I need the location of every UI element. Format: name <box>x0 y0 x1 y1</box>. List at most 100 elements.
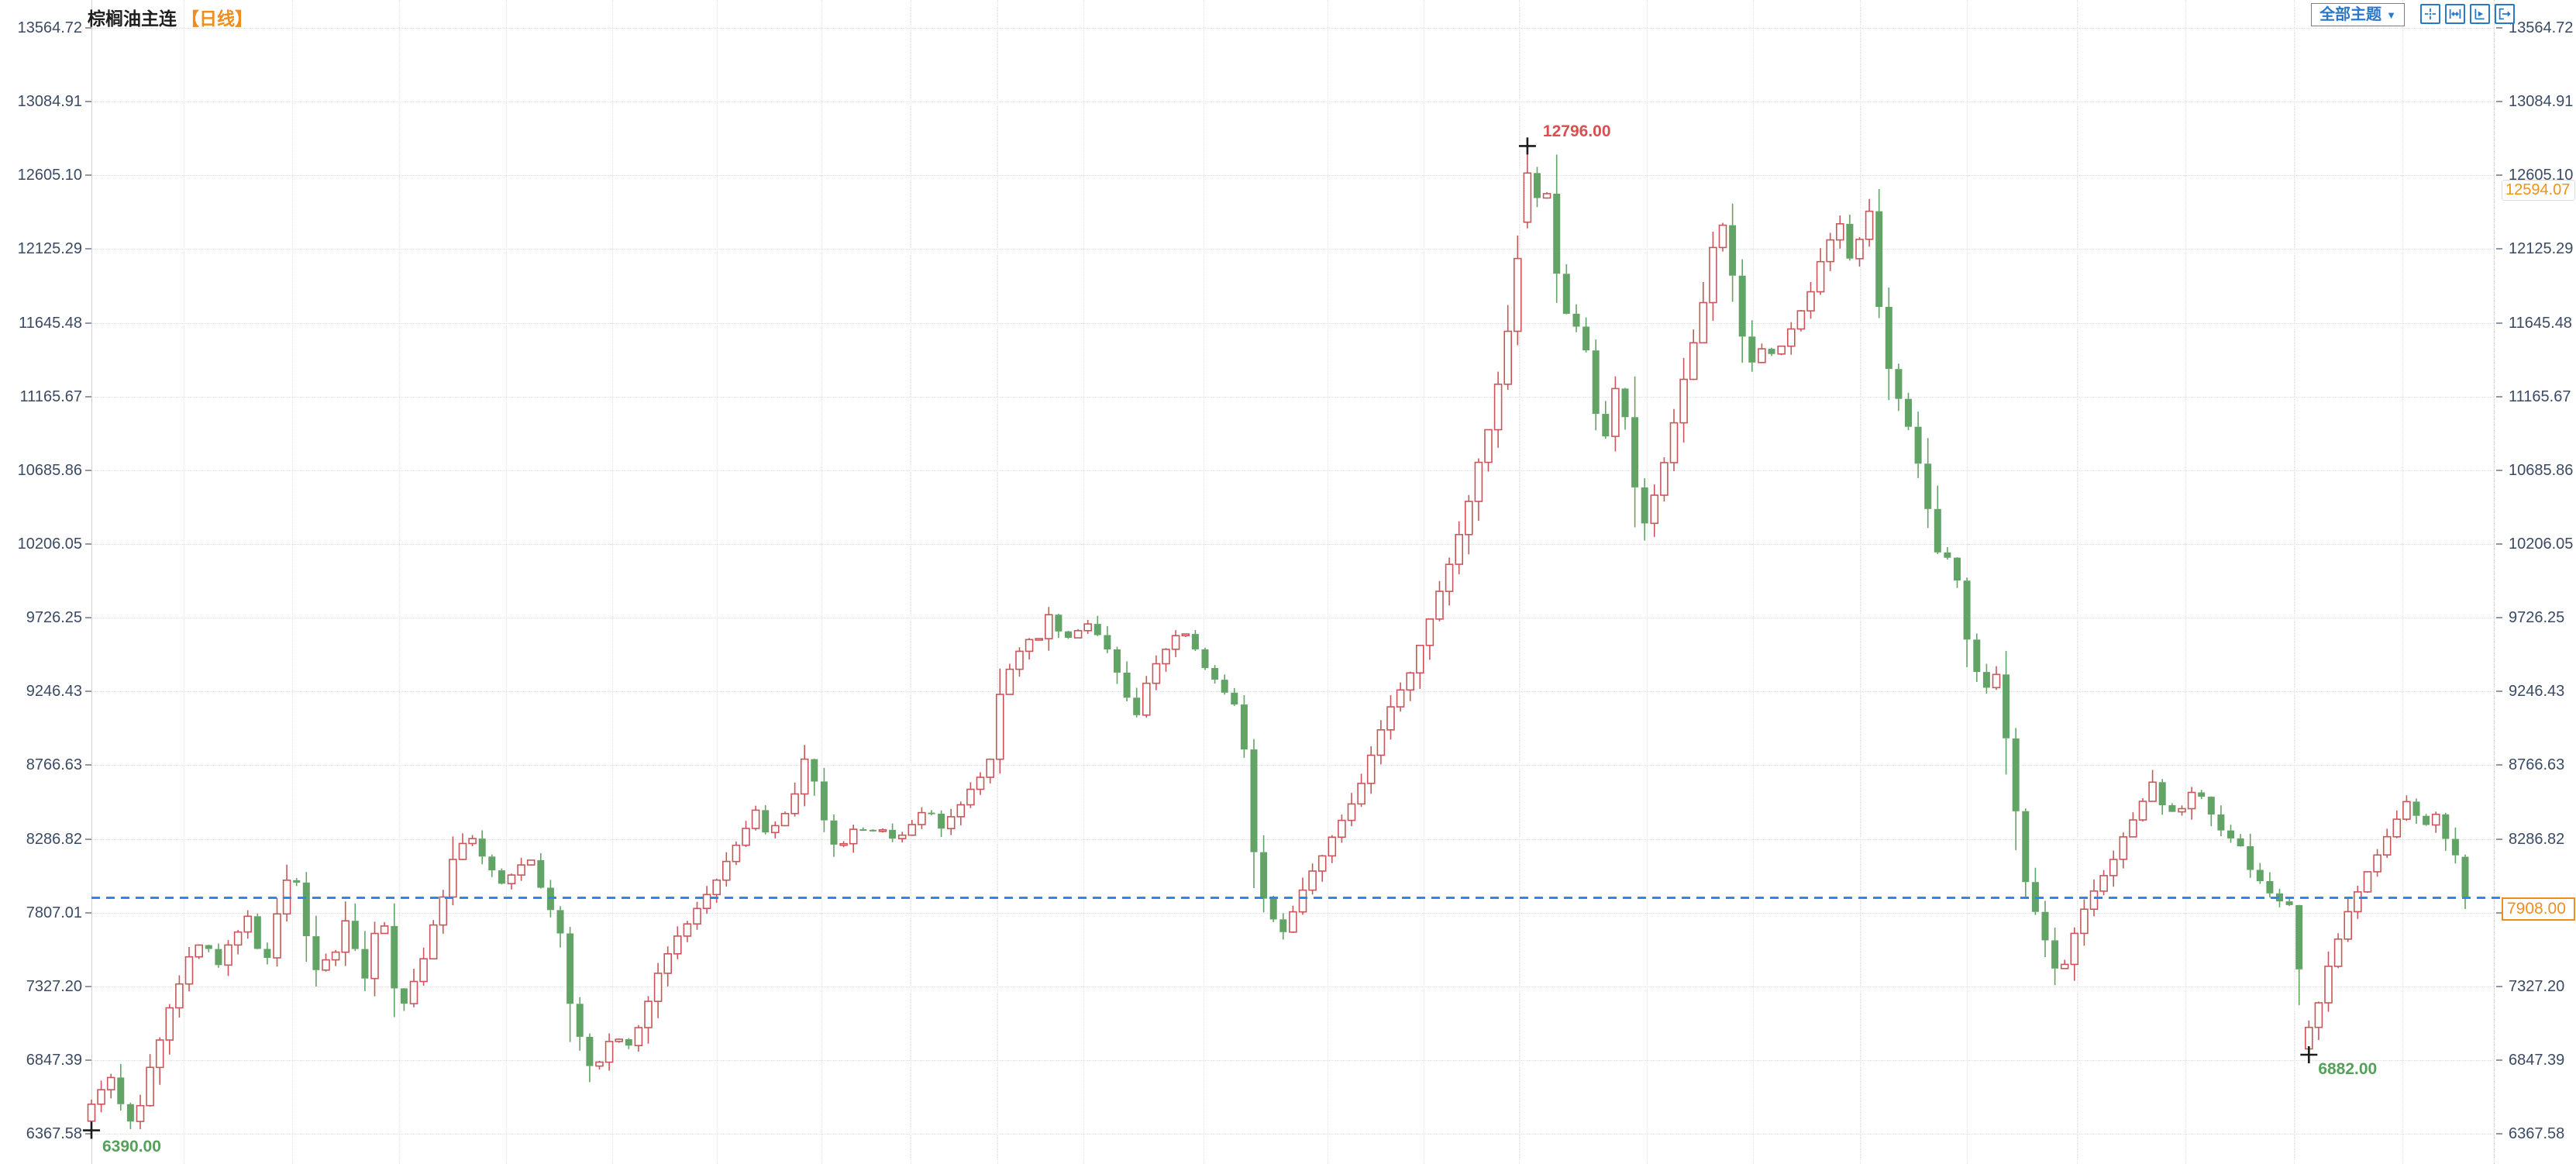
candle <box>2178 805 2186 816</box>
export-icon <box>2498 7 2512 21</box>
candle <box>595 1060 604 1070</box>
candle <box>1689 329 1698 381</box>
candle <box>693 901 701 930</box>
y-axis-tick <box>2496 838 2502 840</box>
candle <box>195 944 203 959</box>
candle <box>907 820 917 836</box>
candle <box>1338 814 1346 843</box>
candle <box>1416 644 1424 689</box>
y-axis-tick <box>2496 985 2502 987</box>
candle <box>1534 167 1541 208</box>
candle <box>1269 895 1277 922</box>
extreme-marker-cross <box>2300 1046 2318 1064</box>
y-axis-tick-label: 6847.39 <box>26 1051 82 1069</box>
y-axis-tick <box>2496 764 2502 766</box>
candle <box>117 1063 125 1111</box>
candle <box>1562 263 1570 315</box>
candle <box>146 1054 154 1107</box>
candle <box>341 901 350 966</box>
candle <box>1221 674 1228 695</box>
y-axis-tick-label: 10685.86 <box>17 461 82 479</box>
candle <box>1093 615 1101 636</box>
candle <box>790 782 799 817</box>
y-axis-tick-label: 8286.82 <box>2509 830 2565 848</box>
candle <box>1905 392 1912 430</box>
candle <box>370 921 379 997</box>
candle <box>205 945 212 952</box>
y-axis-tick-label: 10206.05 <box>17 535 82 553</box>
candle <box>2158 779 2166 815</box>
candle <box>1542 191 1551 199</box>
candle <box>2119 832 2128 869</box>
candle <box>468 835 477 846</box>
chart-title: 棕榈油主连 【日线】 <box>88 4 253 30</box>
candle <box>2070 927 2079 981</box>
candle <box>1875 188 1883 319</box>
candle <box>576 997 584 1051</box>
candle <box>1641 478 1648 541</box>
candle <box>1865 198 1874 247</box>
candle <box>498 868 505 885</box>
candle <box>2451 827 2459 864</box>
y-axis-tick <box>85 248 91 250</box>
theme-dropdown[interactable]: 全部主题 ▼ <box>2311 3 2405 26</box>
y-axis-tick-label: 10685.86 <box>2509 461 2574 479</box>
y-axis-line-left <box>91 0 92 1164</box>
candle <box>253 913 261 949</box>
candle <box>897 832 907 842</box>
candle <box>2333 933 2343 969</box>
candle <box>126 1102 134 1129</box>
candle <box>1602 401 1610 439</box>
candle <box>1611 376 1620 452</box>
candle <box>1718 222 1727 252</box>
candle <box>1083 619 1092 634</box>
candle <box>351 903 359 952</box>
candle <box>1406 671 1414 701</box>
y-axis-tick <box>85 911 91 914</box>
y-axis-tick-label: 8766.63 <box>2509 756 2565 774</box>
candle <box>537 853 545 889</box>
y-axis-tick <box>85 764 91 766</box>
gridline-vertical <box>612 0 613 1164</box>
y-axis-tick-label: 12125.29 <box>17 240 82 258</box>
candle <box>2060 959 2069 969</box>
y-axis-tick <box>85 617 91 619</box>
candle <box>751 805 760 831</box>
secondary-price-tag: 12594.07 <box>2502 179 2575 201</box>
candle <box>1514 235 1522 346</box>
candle <box>878 828 887 833</box>
candle <box>1787 322 1796 355</box>
y-axis-tick <box>85 395 91 398</box>
candle <box>400 988 408 1011</box>
gridline-horizontal <box>91 249 2494 250</box>
candle <box>2207 796 2215 827</box>
candle <box>312 915 320 987</box>
gridline-horizontal <box>91 396 2494 398</box>
playback-button[interactable] <box>2470 4 2490 24</box>
y-axis-tick-label: 12605.10 <box>17 167 82 184</box>
candle <box>770 821 780 839</box>
gridline-horizontal <box>91 839 2494 840</box>
candle <box>586 1033 594 1083</box>
crosshair-move-button[interactable] <box>2420 4 2440 24</box>
candle <box>2363 871 2372 894</box>
candle <box>546 880 554 918</box>
candle <box>1796 310 1806 332</box>
low-price-annotation: 6882.00 <box>2318 1060 2378 1078</box>
candle <box>663 946 673 987</box>
candle <box>859 827 867 832</box>
candle <box>1924 438 1932 529</box>
candle <box>2041 901 2049 958</box>
y-axis-tick <box>2496 690 2502 693</box>
candle <box>1493 371 1503 448</box>
measure-range-button[interactable] <box>2445 4 2465 24</box>
candle <box>1973 633 1981 682</box>
candle <box>1114 646 1121 684</box>
candle <box>2168 803 2176 812</box>
export-button[interactable] <box>2495 4 2515 24</box>
y-axis-tick-label: 9726.25 <box>2509 609 2565 627</box>
candle <box>732 841 741 866</box>
extreme-marker-cross <box>1518 137 1536 155</box>
candle <box>1885 288 1892 401</box>
